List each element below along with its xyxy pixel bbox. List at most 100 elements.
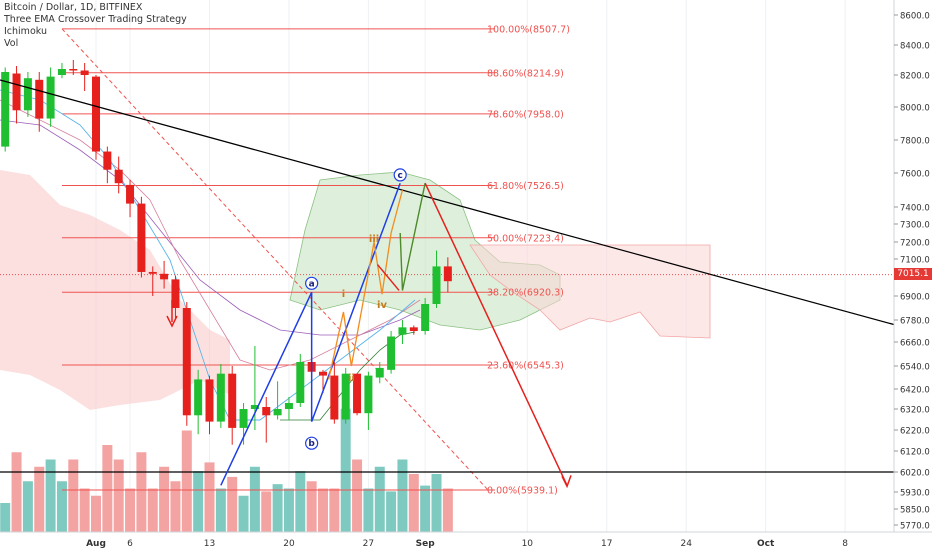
time-axis[interactable]: Aug 6 13 20 27 Sep 10 17 24 Oct 8 xyxy=(0,531,932,549)
price-tick-label: 8000.0 xyxy=(900,104,930,114)
volume-bar xyxy=(159,466,170,532)
candle-body xyxy=(262,407,271,416)
volume-bar xyxy=(22,481,33,532)
volume-bar xyxy=(11,452,22,532)
volume-bar xyxy=(408,474,419,532)
price-tick-label: 6320.0 xyxy=(900,406,930,416)
time-tick-label: 13 xyxy=(204,539,215,549)
last-price-tag: 7015.1 xyxy=(894,268,932,280)
volume-bar xyxy=(147,488,158,532)
volume-bar xyxy=(0,503,11,532)
candle-body xyxy=(364,375,373,414)
volume-bar xyxy=(386,491,397,532)
fibonacci-retracement[interactable]: 100.00%(8507.7) 88.60%(8214.9) 78.60%(7958… xyxy=(61,24,570,496)
volume-bar xyxy=(113,459,124,532)
candle-body xyxy=(137,203,146,272)
time-tick-label: 6 xyxy=(127,539,133,549)
wave-label-text: a xyxy=(309,279,315,289)
price-tick-label: 6660.0 xyxy=(900,339,930,349)
volume-bar xyxy=(420,485,431,532)
price-tick-label: 7200.0 xyxy=(900,239,930,249)
price-tick-label: 6900.0 xyxy=(900,293,930,303)
fib-level-label: 100.00%(8507.7) xyxy=(487,24,570,35)
symbol-title[interactable]: Bitcoin / Dollar, 1D, BITFINEX xyxy=(4,2,143,13)
volume-bar xyxy=(102,445,113,532)
ema-mid-line xyxy=(0,99,421,371)
wave-label-circle xyxy=(393,168,407,182)
downtrend-line xyxy=(0,79,932,336)
candle-body xyxy=(80,70,89,75)
candle-body xyxy=(296,362,305,403)
price-tick-label: 6220.0 xyxy=(900,427,930,437)
time-tick-label: 20 xyxy=(283,539,295,549)
candle-body xyxy=(273,409,282,416)
volume-bar xyxy=(136,452,147,532)
wave-label-text: ii xyxy=(348,373,355,384)
price-tick-label: 6540.0 xyxy=(900,363,930,373)
volume-bar xyxy=(238,495,249,532)
volume-bar xyxy=(125,488,136,532)
bearish-cloud-right xyxy=(469,244,711,339)
price-tick-label: 5930.0 xyxy=(900,489,930,499)
volume-bar xyxy=(272,484,283,532)
wave-label-text: b xyxy=(308,439,315,449)
price-tick-label: 6020.0 xyxy=(900,469,930,479)
price-axis[interactable]: 8600.0 8400.0 8200.0 8000.0 7800.0 7600.0 7400… xyxy=(893,0,932,532)
time-tick-label: Oct xyxy=(757,539,775,549)
price-axis-bg xyxy=(894,0,932,532)
volume-bar xyxy=(181,430,192,532)
candle-body xyxy=(171,279,180,308)
volume-bar xyxy=(170,481,181,532)
ema-indicator-label[interactable]: Three EMA Crossover Trading Strategy xyxy=(4,14,187,25)
volume-bar xyxy=(295,471,306,532)
volume-bar xyxy=(193,471,204,532)
candle-body xyxy=(103,151,112,170)
chart-legend: Bitcoin / Dollar, 1D, BITFINEX Three EMA… xyxy=(4,2,187,50)
price-tick-label: 6780.0 xyxy=(900,317,930,327)
projection-green-line xyxy=(399,183,426,291)
volume-bar xyxy=(261,491,272,532)
time-tick-label: 8 xyxy=(842,539,848,549)
volume-bar xyxy=(91,495,101,532)
volume-bar xyxy=(79,488,90,532)
volume-bar xyxy=(283,488,294,532)
candle-body xyxy=(92,76,100,152)
candle-body xyxy=(148,271,157,274)
time-tick-label: 24 xyxy=(680,539,692,549)
volume-indicator-label[interactable]: Vol xyxy=(4,38,19,49)
candle-body xyxy=(228,373,237,428)
price-tick-label: 5770.0 xyxy=(900,522,930,532)
ema-slow-line xyxy=(0,119,421,336)
volume-bar xyxy=(363,488,374,532)
candle-body xyxy=(1,72,10,147)
candle-body xyxy=(341,373,350,420)
fib-level-label: 0.00%(5939.1) xyxy=(487,485,558,496)
time-tick-label: 10 xyxy=(522,539,534,549)
candle-body xyxy=(126,184,135,204)
price-tick-label: 8400.0 xyxy=(900,42,930,52)
candle-body xyxy=(421,304,430,331)
volume-bar xyxy=(34,466,45,532)
down-arrow-marker xyxy=(166,300,178,328)
candles xyxy=(1,60,452,445)
price-tick-label: 7300.0 xyxy=(900,221,930,231)
price-tick-label: 7600.0 xyxy=(900,170,930,180)
volume-bar xyxy=(397,459,408,532)
time-tick-label: Aug xyxy=(86,539,106,549)
ichimoku-cloud xyxy=(0,170,711,410)
lagging-span xyxy=(280,331,416,421)
candle-body xyxy=(57,69,66,75)
fib-level-label: 38.20%(6920.3) xyxy=(487,288,564,299)
candle-body xyxy=(23,78,32,111)
candle-body xyxy=(409,327,418,331)
candle-body xyxy=(194,379,203,416)
price-tick-label: 5850.0 xyxy=(900,506,930,516)
candle-body xyxy=(375,367,384,378)
volume-bar xyxy=(431,474,442,532)
volume-bar xyxy=(306,481,317,532)
wave-label-text: i xyxy=(342,289,345,300)
price-tick-label: 8200.0 xyxy=(900,72,930,82)
ichimoku-indicator-label[interactable]: Ichimoku xyxy=(4,26,47,37)
